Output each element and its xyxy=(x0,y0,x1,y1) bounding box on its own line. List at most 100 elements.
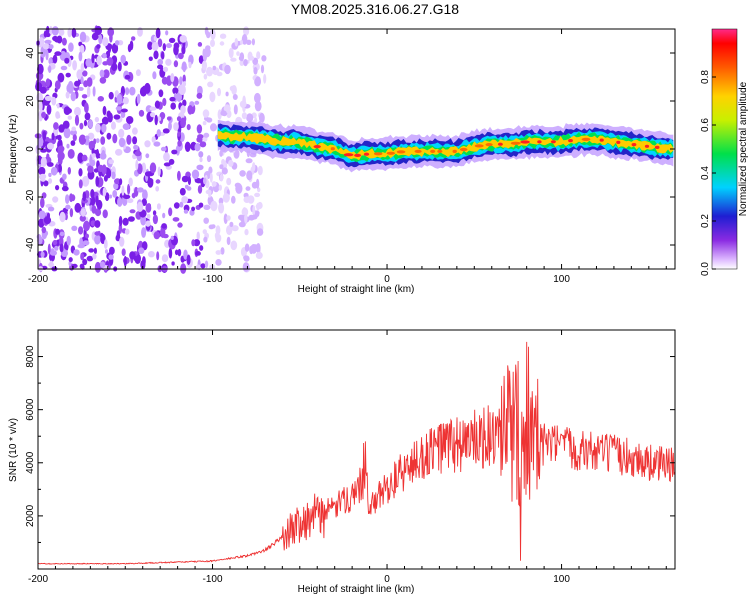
noise-speckle xyxy=(86,77,93,87)
noise-speckle xyxy=(255,251,263,259)
noise-speckle xyxy=(94,208,102,217)
colorbar-tick-label: 0.6 xyxy=(700,118,711,132)
noise-speckle xyxy=(168,121,172,131)
noise-speckle xyxy=(61,185,69,192)
noise-speckle xyxy=(161,223,167,229)
ridge-peak xyxy=(520,140,530,144)
noise-speckle xyxy=(191,169,200,180)
noise-speckle xyxy=(244,228,249,236)
noise-speckle xyxy=(47,206,55,212)
noise-speckle xyxy=(234,37,238,47)
noise-speckle xyxy=(112,133,118,144)
noise-speckle xyxy=(106,110,112,118)
noise-speckle xyxy=(257,165,263,176)
noise-speckle xyxy=(219,150,223,157)
noise-speckle xyxy=(48,57,53,65)
noise-speckle xyxy=(108,194,113,199)
noise-speckle xyxy=(152,214,158,225)
noise-speckle xyxy=(67,115,73,120)
noise-speckle xyxy=(196,231,200,241)
noise-speckle xyxy=(48,172,52,178)
noise-speckle xyxy=(35,82,43,92)
noise-speckle xyxy=(210,200,218,212)
noise-speckle xyxy=(91,32,99,41)
noise-speckle xyxy=(194,143,201,152)
noise-speckle xyxy=(135,69,141,77)
noise-speckle xyxy=(163,152,170,162)
noise-speckle xyxy=(215,259,222,266)
noise-speckle xyxy=(133,144,139,151)
noise-speckle xyxy=(61,37,67,46)
noise-speckle xyxy=(161,76,168,85)
noise-speckle xyxy=(206,66,213,77)
noise-speckle xyxy=(104,192,110,202)
noise-speckle xyxy=(70,91,77,102)
noise-speckle xyxy=(111,171,116,180)
noise-speckle xyxy=(206,117,213,123)
noise-speckle xyxy=(228,159,234,167)
noise-speckle xyxy=(177,170,181,181)
snr-x-tick-label: -100 xyxy=(203,574,223,585)
colorbar-tick-label: 0.8 xyxy=(700,70,711,84)
noise-speckle xyxy=(124,74,131,80)
noise-speckle xyxy=(263,73,267,84)
noise-speckle xyxy=(178,52,184,60)
snr-x-tick-label: -200 xyxy=(28,574,48,585)
noise-speckle xyxy=(118,223,123,234)
noise-speckle xyxy=(228,47,234,59)
noise-speckle xyxy=(226,236,231,246)
noise-speckle xyxy=(62,173,67,180)
noise-speckle xyxy=(166,116,172,121)
noise-speckle xyxy=(54,80,61,90)
noise-speckle xyxy=(52,35,59,42)
noise-speckle xyxy=(252,205,256,216)
noise-speckle xyxy=(256,202,260,211)
noise-speckle xyxy=(116,93,123,105)
snr-plot-area xyxy=(37,341,675,565)
noise-speckle xyxy=(220,110,227,116)
noise-speckle xyxy=(72,134,77,142)
snr-x-tick-label: 100 xyxy=(553,574,570,585)
colorbar-label: Normalized spectral amplitude xyxy=(738,81,749,216)
noise-speckle xyxy=(186,186,192,191)
noise-speckle xyxy=(252,162,256,172)
spectrogram-x-tick-label: 0 xyxy=(384,274,390,285)
noise-speckle xyxy=(128,177,133,187)
noise-speckle xyxy=(223,160,228,169)
noise-speckle xyxy=(255,76,261,86)
noise-speckle xyxy=(223,213,228,225)
noise-speckle xyxy=(145,220,151,227)
noise-speckle xyxy=(100,261,106,269)
noise-speckle xyxy=(72,60,77,71)
noise-speckle xyxy=(241,34,248,45)
noise-speckle xyxy=(187,105,193,115)
noise-speckle xyxy=(107,43,112,54)
noise-speckle xyxy=(141,227,147,238)
noise-speckle xyxy=(46,104,52,115)
noise-speckle xyxy=(93,247,97,255)
noise-speckle xyxy=(59,231,65,237)
spectrogram-x-tick-label: -200 xyxy=(28,274,48,285)
noise-speckle xyxy=(172,87,179,95)
noise-speckle xyxy=(161,254,169,263)
noise-speckle xyxy=(57,134,62,141)
noise-speckle xyxy=(208,166,213,175)
spectrogram-y-tick-label: 40 xyxy=(25,47,36,59)
noise-speckle xyxy=(79,215,87,222)
noise-speckle xyxy=(203,132,210,138)
noise-speckle xyxy=(117,197,123,207)
noise-speckle xyxy=(94,116,100,123)
noise-speckle xyxy=(38,101,43,112)
noise-speckle xyxy=(246,170,253,181)
noise-speckle xyxy=(42,43,50,50)
noise-speckle xyxy=(45,78,51,87)
noise-speckle xyxy=(218,202,225,214)
noise-speckle xyxy=(156,129,161,138)
snr-series-line xyxy=(37,341,675,565)
noise-speckle xyxy=(195,251,201,256)
noise-speckle xyxy=(239,100,247,108)
noise-speckle xyxy=(106,57,114,66)
noise-speckle xyxy=(153,50,159,60)
noise-speckle xyxy=(141,198,147,206)
